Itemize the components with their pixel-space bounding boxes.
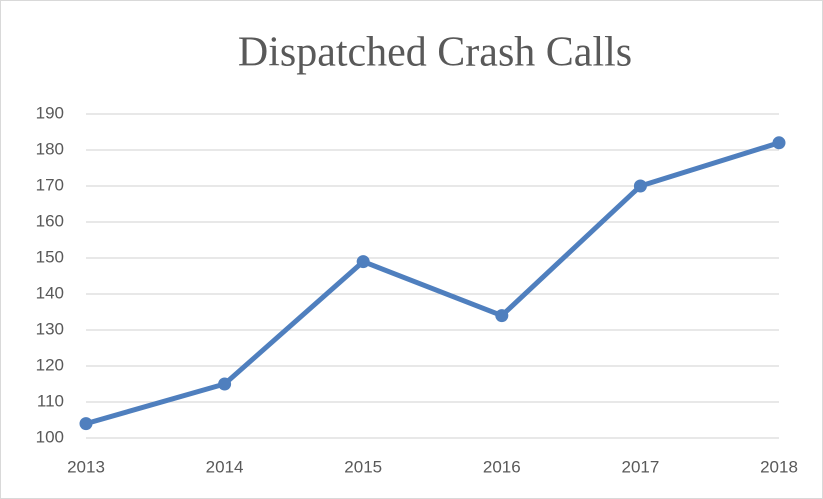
y-tick-label: 110 — [37, 391, 64, 410]
x-tick-label: 2014 — [206, 457, 244, 476]
y-tick-label: 180 — [36, 139, 64, 158]
y-tick-label: 130 — [36, 319, 64, 338]
x-tick-label: 2017 — [621, 457, 659, 476]
data-line — [83, 140, 782, 427]
y-tick-label: 140 — [36, 283, 64, 302]
x-tick-label: 2013 — [67, 457, 105, 476]
x-tick-label: 2018 — [760, 457, 798, 476]
y-tick-label: 150 — [36, 247, 64, 266]
data-point — [495, 309, 509, 323]
data-point — [79, 417, 93, 431]
y-tick-label: 120 — [36, 355, 64, 374]
data-point — [772, 136, 786, 150]
data-point — [356, 255, 370, 269]
data-point — [218, 377, 232, 391]
y-tick-label: 100 — [36, 427, 64, 446]
y-tick-label: 160 — [36, 211, 64, 230]
x-tick-label: 2016 — [483, 457, 521, 476]
y-tick-label: 190 — [36, 103, 64, 122]
y-tick-label: 170 — [36, 175, 64, 194]
chart-title: Dispatched Crash Calls — [238, 30, 632, 76]
x-tick-label: 2015 — [344, 457, 382, 476]
data-point — [633, 179, 647, 193]
